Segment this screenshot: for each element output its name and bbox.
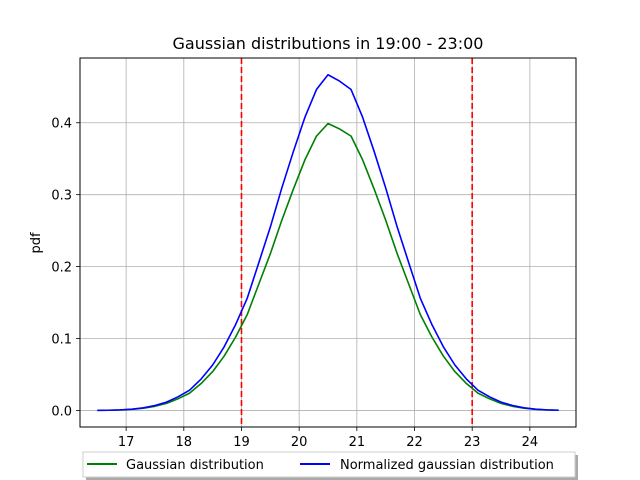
y-tick-label: 0.0 [51, 404, 72, 419]
grid-lines [80, 58, 576, 427]
y-tick-label: 0.3 [51, 189, 72, 204]
x-tick-label: 21 [349, 435, 366, 450]
x-tick-label: 23 [464, 435, 481, 450]
plot-frame [79, 57, 577, 428]
series-line-gaussian [97, 122, 559, 412]
x-tick-label: 20 [291, 435, 308, 450]
y-tick-label: 0.4 [51, 117, 72, 132]
legend-label-normalized: Normalized gaussian distribution [340, 458, 554, 473]
x-tick-label: 24 [522, 435, 539, 450]
x-tick-label: 19 [233, 435, 250, 450]
x-tick-label: 17 [118, 435, 135, 450]
series-line-normalized [97, 73, 559, 412]
y-axis-ticks: 0.0 0.1 0.2 0.3 0.4 [51, 117, 80, 419]
x-tick-label: 22 [406, 435, 423, 450]
series-lines [97, 73, 559, 412]
y-tick-label: 0.2 [51, 261, 72, 276]
legend: Gaussian distribution Normalized gaussia… [82, 451, 578, 480]
y-tick-label: 0.1 [51, 333, 72, 348]
x-axis-ticks: 17 18 19 20 21 22 23 24 [118, 427, 538, 450]
chart-title: Gaussian distributions in 19:00 - 23:00 [173, 34, 484, 53]
legend-label-gaussian: Gaussian distribution [126, 458, 264, 473]
y-axis-label: pdf [29, 232, 44, 254]
threshold-lines [240, 58, 473, 427]
x-tick-label: 18 [176, 435, 193, 450]
